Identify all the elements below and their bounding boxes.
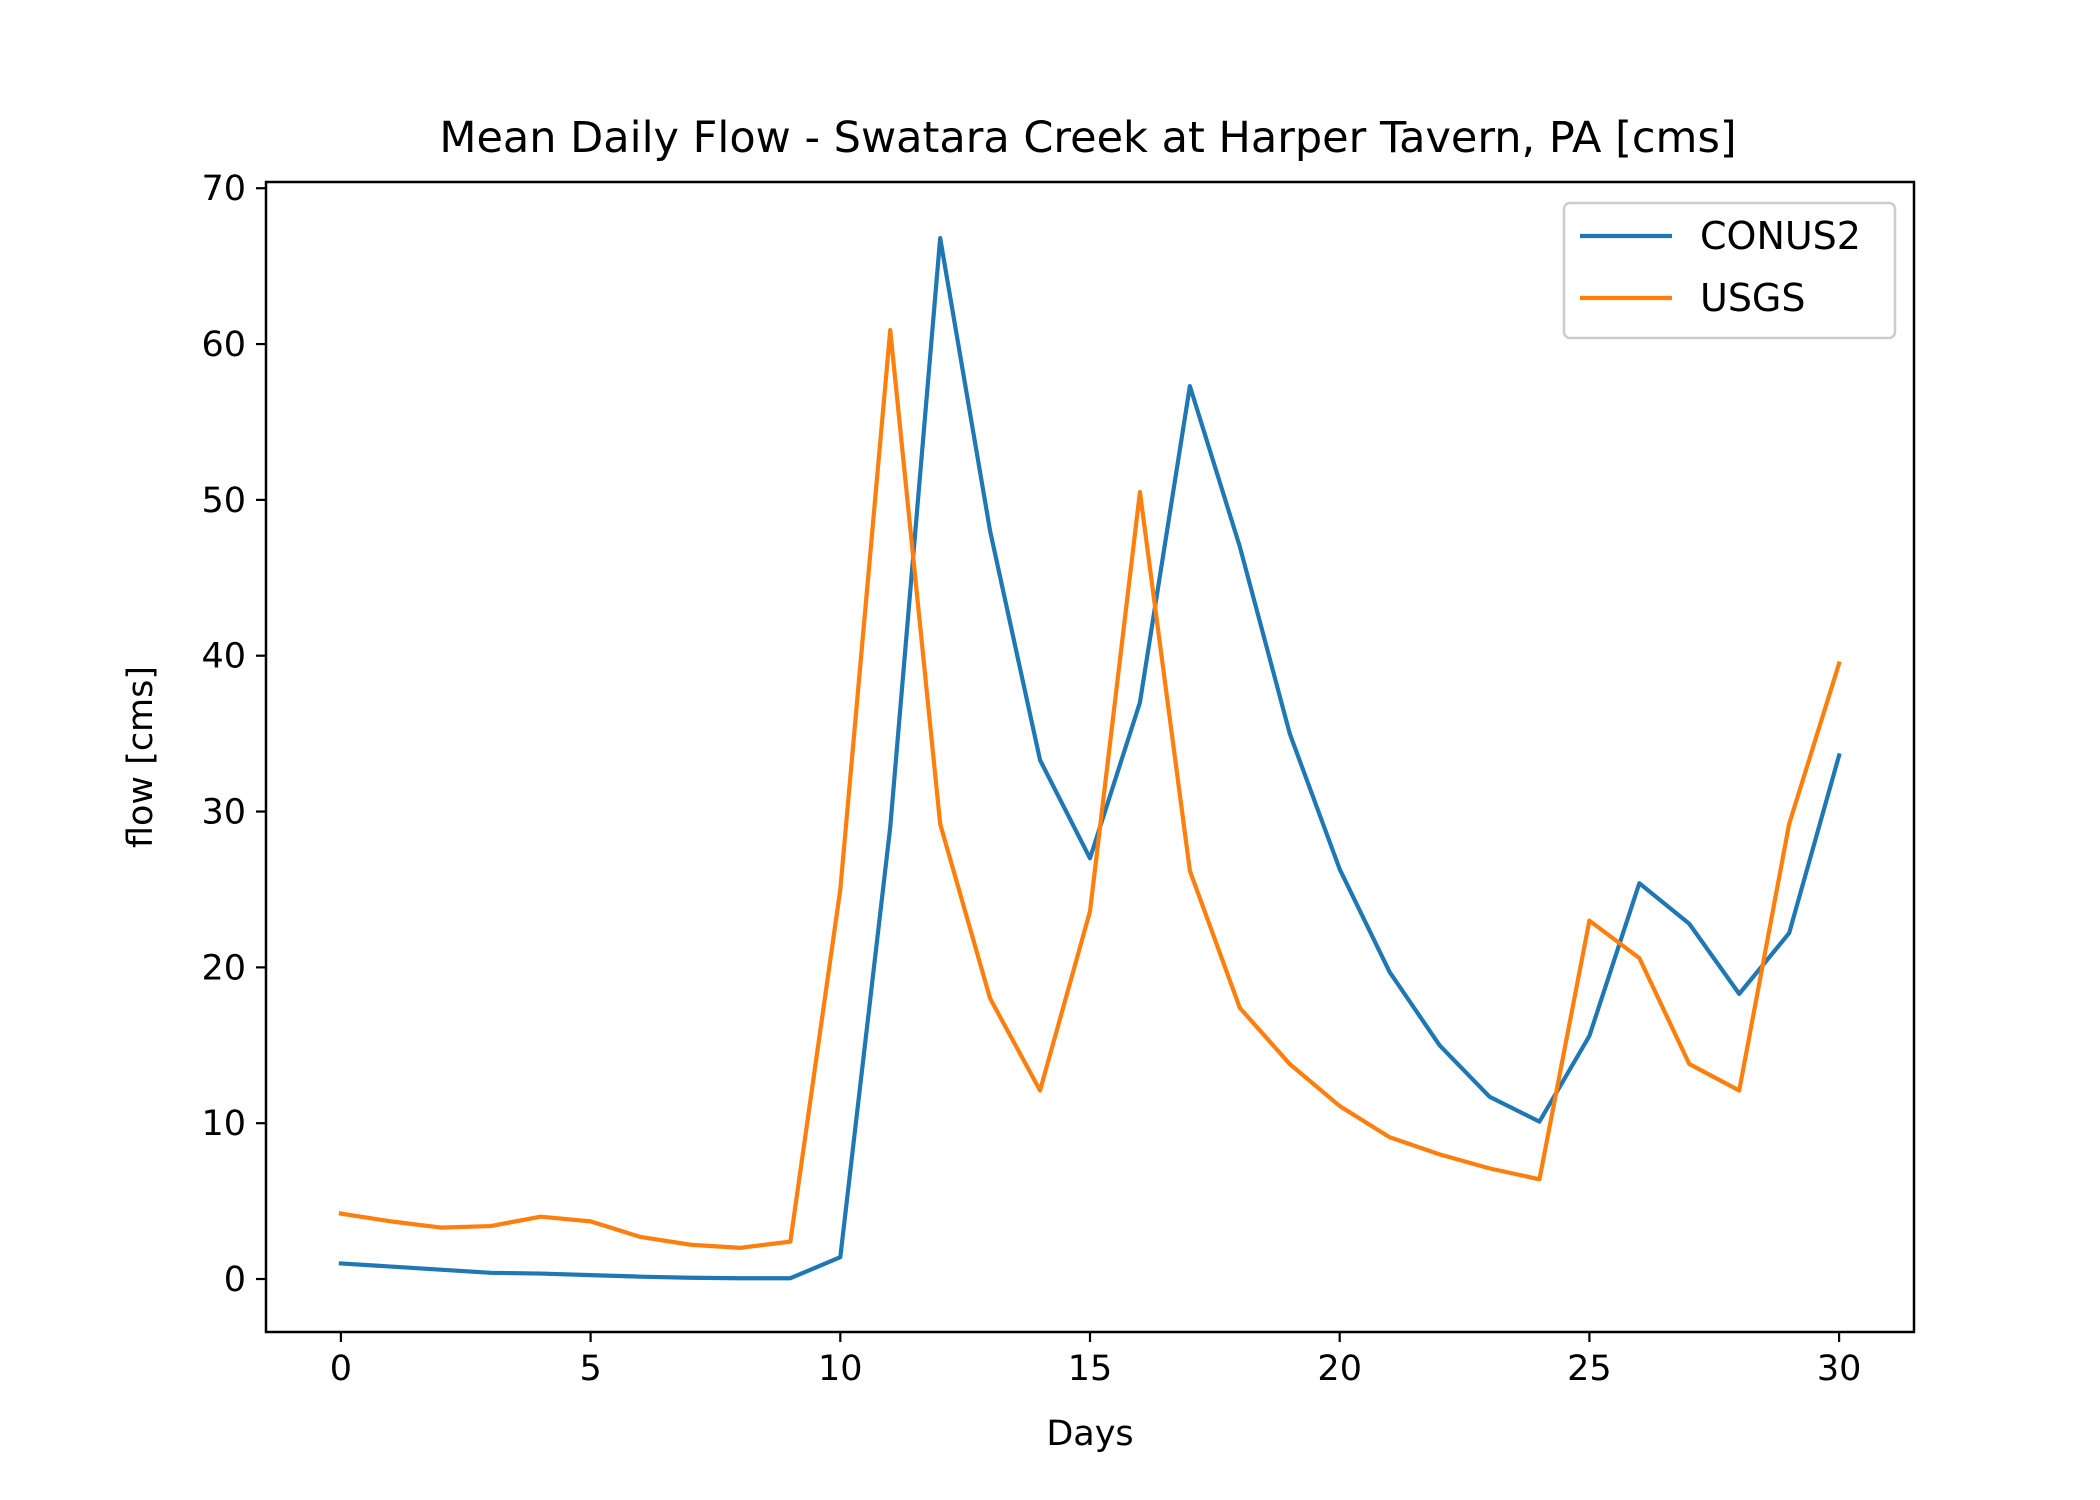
x-tick-label: 0 [330, 1349, 352, 1389]
y-tick-label: 30 [201, 793, 246, 833]
x-tick-label: 15 [1068, 1349, 1113, 1389]
x-axis-label: Days [1046, 1414, 1133, 1454]
x-tick-label: 20 [1317, 1349, 1362, 1389]
y-tick-label: 60 [201, 325, 246, 365]
y-tick-label: 10 [201, 1104, 246, 1144]
chart-title: Mean Daily Flow - Swatara Creek at Harpe… [439, 113, 1736, 163]
y-tick-label: 20 [201, 948, 246, 988]
y-axis-ticks: 0 10 20 30 40 50 60 70 [201, 169, 266, 1300]
legend-label-conus2: CONUS2 [1700, 214, 1861, 258]
y-tick-label: 50 [201, 481, 246, 521]
x-tick-label: 25 [1567, 1349, 1612, 1389]
series-layer [338, 236, 1842, 1281]
x-tick-label: 5 [579, 1349, 601, 1389]
x-axis-ticks: 0 5 10 15 20 25 30 [330, 1332, 1862, 1389]
series-line-conus2 [338, 236, 1842, 1281]
legend: CONUS2 USGS [1562, 201, 1897, 340]
y-tick-label: 40 [201, 637, 246, 677]
series-line-usgs [338, 327, 1842, 1250]
y-axis-label: flow [cms] [121, 666, 161, 848]
legend-label-usgs: USGS [1700, 276, 1806, 320]
x-tick-label: 10 [818, 1349, 863, 1389]
y-tick-label: 70 [201, 169, 246, 209]
y-tick-label: 0 [224, 1260, 246, 1300]
x-tick-label: 30 [1817, 1349, 1862, 1389]
